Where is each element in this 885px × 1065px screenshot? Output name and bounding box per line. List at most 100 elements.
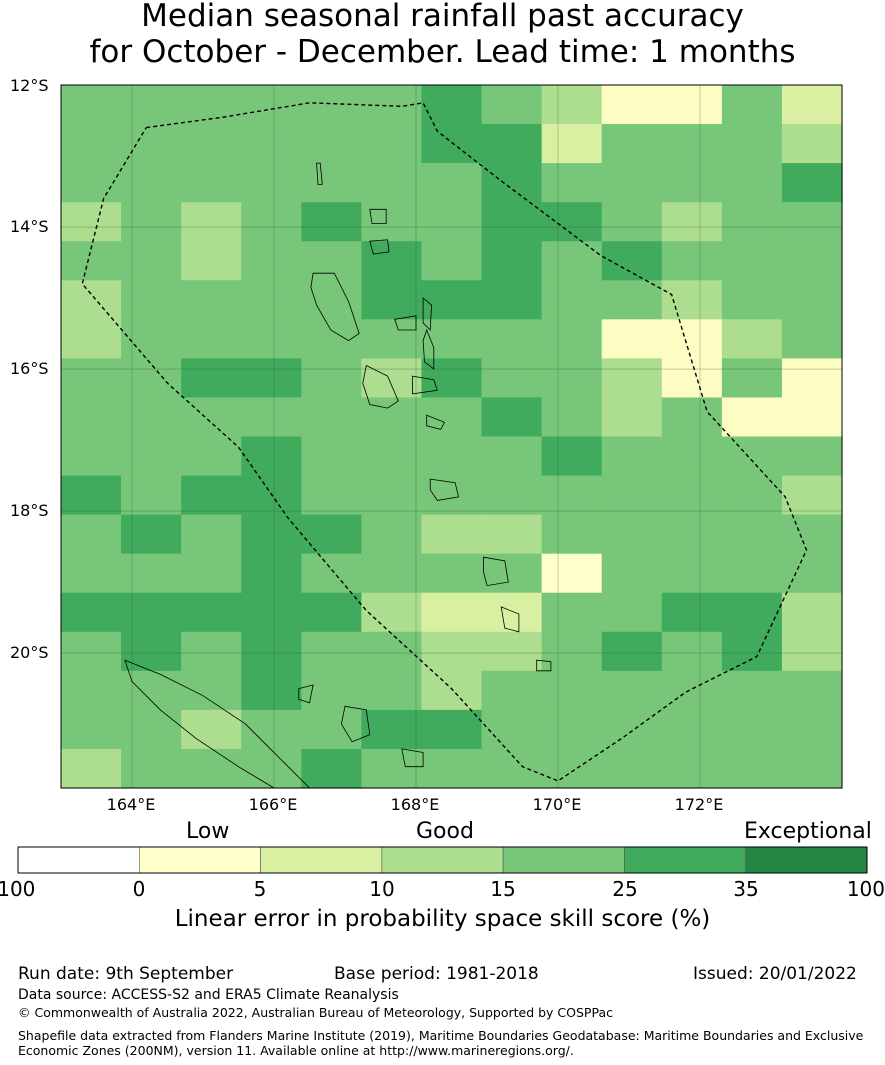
copyright: © Commonwealth of Australia 2022, Austra… — [18, 1005, 613, 1020]
skill-cell — [61, 748, 122, 789]
skill-grid — [61, 85, 843, 789]
skill-cell — [301, 514, 362, 555]
skill-cell — [661, 709, 723, 750]
skill-cell — [481, 592, 543, 633]
skill-cell — [361, 709, 423, 750]
skill-cell — [721, 436, 783, 477]
skill-cell — [601, 319, 663, 359]
skill-cell — [781, 124, 843, 164]
map-frame — [60, 84, 843, 789]
skill-cell — [301, 553, 362, 594]
colorbar-tick: 10 — [369, 877, 395, 901]
colorbar-tick: 0 — [132, 877, 146, 901]
lon-label-172e: 172°E — [674, 795, 724, 814]
skill-cell — [421, 241, 483, 281]
skill-cell — [121, 202, 182, 242]
skill-cell — [601, 397, 663, 438]
skill-cell — [121, 124, 182, 164]
skill-cell — [601, 124, 663, 164]
skill-cell — [301, 163, 362, 203]
skill-cell — [601, 553, 663, 594]
skill-cell — [721, 397, 783, 438]
skill-cell — [181, 358, 242, 399]
island-outline — [422, 297, 433, 331]
skill-cell — [421, 631, 483, 672]
skill-cell — [181, 280, 242, 320]
skill-cell — [121, 280, 182, 320]
skill-cell — [541, 319, 603, 359]
skill-cell — [121, 436, 182, 477]
skill-cell — [781, 592, 843, 633]
colorbar-tick: 5 — [253, 877, 267, 901]
skill-cell — [421, 670, 483, 711]
skill-cell — [481, 319, 543, 359]
skill-cell — [481, 475, 543, 516]
skill-cell — [181, 670, 242, 711]
skill-cell — [601, 163, 663, 203]
skill-cell — [61, 202, 122, 242]
lat-label-16s: 16°S — [10, 359, 49, 378]
skill-cell — [541, 436, 603, 477]
skill-cell — [361, 670, 423, 711]
map-title-line-1: Median seasonal rainfall past accuracy — [141, 0, 744, 34]
skill-cell — [721, 475, 783, 516]
skill-cell — [721, 709, 783, 750]
skill-cell — [601, 202, 663, 242]
skill-cell — [301, 592, 362, 633]
skill-cell — [301, 475, 362, 516]
island-outline — [483, 556, 509, 587]
skill-cell — [361, 592, 423, 633]
island-outline — [369, 239, 390, 255]
skill-cell — [301, 670, 362, 711]
skill-cell — [361, 553, 423, 594]
skill-cell — [661, 553, 723, 594]
skill-cell — [241, 709, 302, 750]
island-outline — [429, 478, 460, 501]
skill-cell — [481, 670, 543, 711]
skill-cell — [181, 436, 242, 477]
lat-label-20s: 20°S — [10, 643, 49, 662]
skill-cell — [481, 436, 543, 477]
skill-cell — [361, 748, 423, 789]
skill-cell — [421, 163, 483, 203]
skill-cell — [121, 553, 182, 594]
skill-cell — [721, 670, 783, 711]
skill-cell — [601, 631, 663, 672]
base-period: Base period: 1981-2018 — [334, 964, 539, 984]
island-outline — [536, 659, 552, 672]
lon-label-164e: 164°E — [106, 795, 156, 814]
skill-cell — [781, 397, 843, 438]
skill-cell — [541, 553, 603, 594]
skill-cell — [181, 202, 242, 242]
skill-cell — [181, 748, 242, 789]
skill-cell — [661, 163, 723, 203]
skill-cell — [301, 319, 362, 359]
island-outline — [310, 272, 360, 342]
skill-cell — [781, 280, 843, 320]
skill-cell — [361, 397, 423, 438]
island-outline — [401, 748, 424, 768]
skill-cell — [781, 514, 843, 555]
skill-cell — [181, 553, 242, 594]
skill-cell — [121, 85, 182, 125]
skill-cell — [421, 85, 483, 125]
skill-cell — [181, 592, 242, 633]
lat-label-18s: 18°S — [10, 501, 49, 520]
skill-cell — [61, 514, 122, 555]
skill-cell — [361, 241, 423, 281]
colorbar — [17, 846, 868, 874]
island-outline — [298, 684, 314, 704]
skill-cell — [361, 280, 423, 320]
skill-cell — [721, 358, 783, 399]
skill-cell — [121, 319, 182, 359]
skill-cell — [181, 163, 242, 203]
skill-cell — [721, 319, 783, 359]
skill-cell — [781, 475, 843, 516]
skill-cell — [121, 358, 182, 399]
skill-cell — [61, 358, 122, 399]
skill-cell — [661, 241, 723, 281]
island-outline — [316, 162, 323, 185]
skill-cell — [241, 592, 302, 633]
data-source: Data source: ACCESS-S2 and ERA5 Climate … — [18, 987, 399, 1003]
skill-cell — [241, 748, 302, 789]
